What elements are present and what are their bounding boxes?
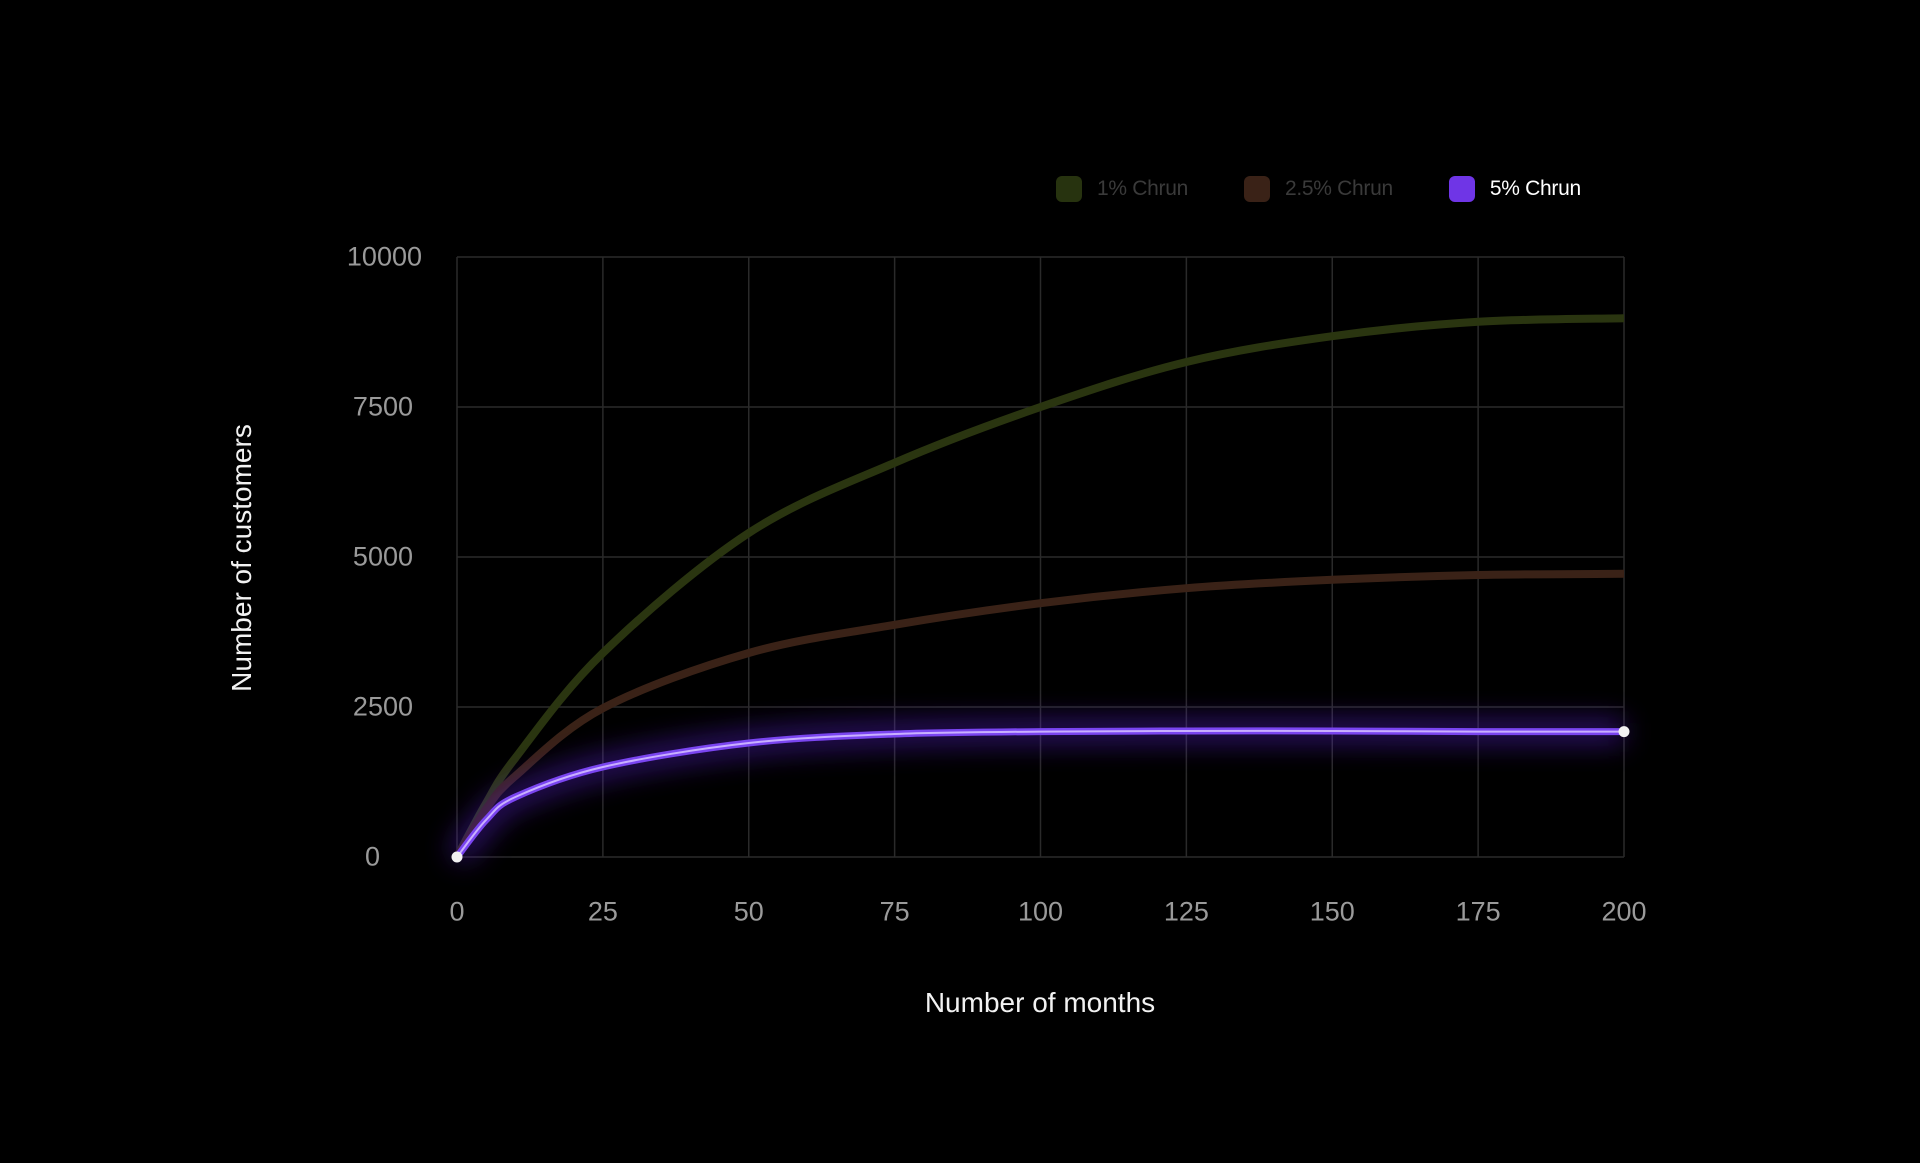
x-tick-label: 25 [587,896,618,927]
x-tick-label: 100 [1017,896,1064,927]
x-tick-label: 125 [1163,896,1209,927]
x-tick-label: 50 [733,896,764,927]
y-tick-label: 7500 [352,391,413,422]
endpoint-markers [451,726,1630,863]
legend-item-2-5pct[interactable]: 2.5% Chrun [1243,176,1393,202]
x-axis-label: Number of months [924,987,1156,1018]
x-tick-label: 0 [449,896,465,927]
legend-swatch-5pct [1448,176,1475,202]
legend-label: 2.5% Chrun [1284,177,1393,200]
legend-item-1pct[interactable]: 1% Chrun [1056,176,1188,202]
y-tick-label: 2500 [352,691,413,722]
x-tick-label: 75 [879,896,910,927]
x-tick-label: 150 [1309,896,1355,927]
x-tick-label: 175 [1455,896,1501,927]
y-axis-label: Number of customers [226,424,257,692]
legend-swatch-2-5pct [1243,176,1270,202]
legend-item-5pct[interactable]: 5% Chrun [1448,176,1581,202]
y-tick-label: 0 [364,841,380,872]
series-lines [448,314,1628,864]
legend-label: 1% Chrun [1097,177,1188,200]
legend: 1% Chrun 2.5% Chrun 5% Chrun [1056,176,1581,202]
y-tick-label: 10000 [346,241,422,272]
x-tick-label: 200 [1601,896,1647,927]
legend-label: 5% Chrun [1489,177,1581,200]
legend-swatch-1pct [1056,176,1082,202]
y-tick-label: 5000 [352,541,413,572]
